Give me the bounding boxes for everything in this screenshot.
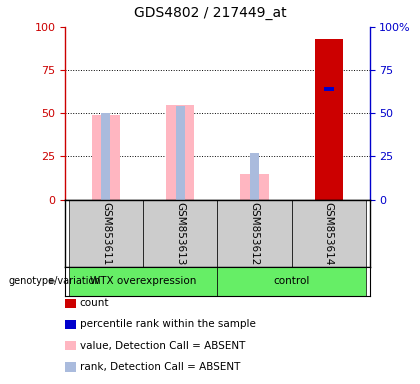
Text: GDS4802 / 217449_at: GDS4802 / 217449_at [134, 7, 286, 20]
Text: percentile rank within the sample: percentile rank within the sample [80, 319, 256, 329]
Text: genotype/variation: genotype/variation [8, 276, 101, 286]
Text: rank, Detection Call = ABSENT: rank, Detection Call = ABSENT [80, 362, 240, 372]
Bar [250, 153, 259, 200]
Bar [218, 200, 291, 267]
Bar [323, 87, 334, 91]
Bar [69, 267, 218, 296]
Bar [291, 200, 366, 267]
Text: GSM853613: GSM853613 [175, 202, 185, 265]
Bar [143, 200, 218, 267]
Text: control: control [273, 276, 310, 286]
Bar [166, 104, 194, 200]
Bar [92, 115, 120, 200]
Text: WTX overexpression: WTX overexpression [90, 276, 196, 286]
Bar [315, 39, 343, 200]
Text: GSM853611: GSM853611 [101, 202, 111, 265]
Bar [218, 267, 366, 296]
Text: GSM853612: GSM853612 [249, 202, 260, 265]
Bar [102, 113, 110, 200]
Bar [176, 106, 185, 200]
Text: count: count [80, 298, 109, 308]
Text: value, Detection Call = ABSENT: value, Detection Call = ABSENT [80, 341, 245, 351]
Bar [240, 174, 269, 200]
Text: GSM853614: GSM853614 [324, 202, 334, 265]
Bar [69, 200, 143, 267]
